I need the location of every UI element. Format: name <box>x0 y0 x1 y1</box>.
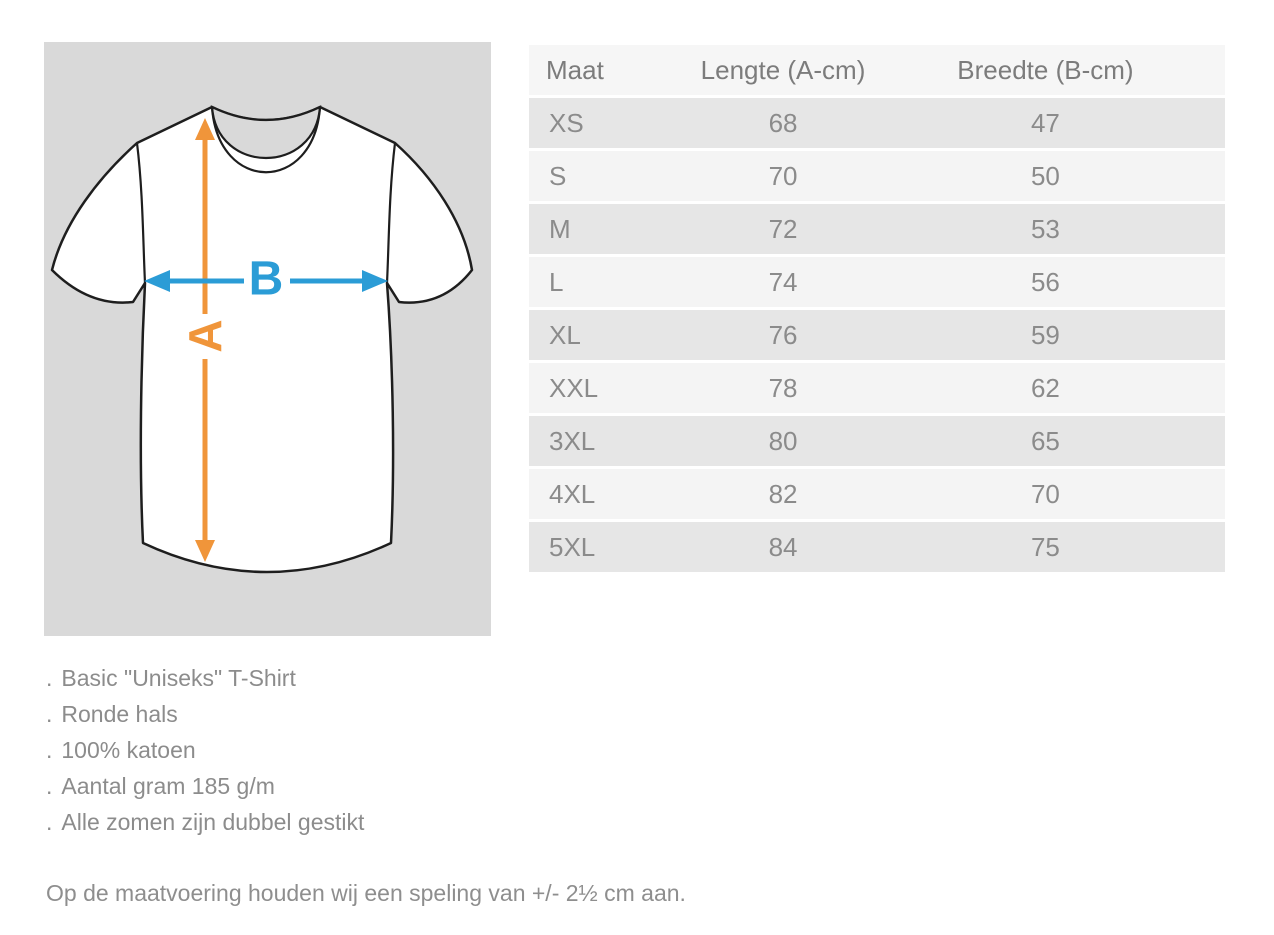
feature-text: 100% katoen <box>61 737 196 763</box>
feature-text: Aantal gram 185 g/m <box>61 773 275 799</box>
length-cell: 74 <box>661 255 905 309</box>
size-cell: XXL <box>529 361 662 415</box>
label-b: B <box>249 253 284 306</box>
length-cell: 72 <box>661 202 905 256</box>
width-arrow-b: B <box>144 253 388 306</box>
tshirt-diagram-panel: A B <box>44 42 491 636</box>
feature-list: . Basic "Uniseks" T-Shirt . Ronde hals .… <box>46 660 364 840</box>
length-arrow-a: A <box>179 118 231 562</box>
list-item: . Basic "Uniseks" T-Shirt <box>46 660 364 696</box>
feature-text: Basic "Uniseks" T-Shirt <box>61 665 296 691</box>
column-header-maat: Maat <box>529 45 662 97</box>
size-table: Maat Lengte (A-cm) Breedte (B-cm) XS 68 … <box>529 45 1225 572</box>
bullet-marker: . <box>46 737 53 763</box>
width-cell: 65 <box>904 414 1225 468</box>
feature-text: Ronde hals <box>61 701 178 727</box>
table-row: 5XL 84 75 <box>529 520 1225 572</box>
width-cell: 70 <box>904 467 1225 521</box>
bullet-marker: . <box>46 773 53 799</box>
label-a: A <box>179 319 231 352</box>
table-row: XL 76 59 <box>529 308 1225 362</box>
width-cell: 47 <box>904 96 1225 150</box>
table-header-row: Maat Lengte (A-cm) Breedte (B-cm) <box>529 45 1225 97</box>
neck-hole <box>210 105 322 160</box>
column-header-breedte: Breedte (B-cm) <box>904 45 1225 97</box>
bullet-marker: . <box>46 701 53 727</box>
column-header-lengte: Lengte (A-cm) <box>661 45 905 97</box>
list-item: . Alle zomen zijn dubbel gestikt <box>46 804 364 840</box>
width-cell: 56 <box>904 255 1225 309</box>
size-cell: XL <box>529 308 662 362</box>
length-cell: 78 <box>661 361 905 415</box>
size-cell: M <box>529 202 662 256</box>
size-cell: 3XL <box>529 414 662 468</box>
list-item: . 100% katoen <box>46 732 364 768</box>
table-row: 4XL 82 70 <box>529 467 1225 521</box>
collar-band-line <box>210 106 322 174</box>
width-cell: 53 <box>904 202 1225 256</box>
length-cell: 68 <box>661 96 905 150</box>
size-cell: XS <box>529 96 662 150</box>
size-cell: S <box>529 149 662 203</box>
length-cell: 82 <box>661 467 905 521</box>
length-cell: 84 <box>661 520 905 572</box>
length-cell: 80 <box>661 414 905 468</box>
table-row: S 70 50 <box>529 149 1225 203</box>
size-cell: 5XL <box>529 520 662 572</box>
tshirt-outline <box>50 105 474 574</box>
left-sleeve-seam <box>135 142 147 284</box>
width-cell: 75 <box>904 520 1225 572</box>
list-item: . Ronde hals <box>46 696 364 732</box>
table-row: L 74 56 <box>529 255 1225 309</box>
bullet-marker: . <box>46 809 53 835</box>
width-cell: 62 <box>904 361 1225 415</box>
table-row: 3XL 80 65 <box>529 414 1225 468</box>
table-row: M 72 53 <box>529 202 1225 256</box>
list-item: . Aantal gram 185 g/m <box>46 768 364 804</box>
size-cell: 4XL <box>529 467 662 521</box>
feature-text: Alle zomen zijn dubbel gestikt <box>61 809 365 835</box>
length-cell: 70 <box>661 149 905 203</box>
tshirt-diagram: A B <box>50 105 474 574</box>
tolerance-note: Op de maatvoering houden wij een speling… <box>46 880 686 906</box>
bullet-marker: . <box>46 665 53 691</box>
table-row: XXL 78 62 <box>529 361 1225 415</box>
width-cell: 59 <box>904 308 1225 362</box>
width-cell: 50 <box>904 149 1225 203</box>
right-sleeve-seam <box>385 142 397 284</box>
length-cell: 76 <box>661 308 905 362</box>
table-row: XS 68 47 <box>529 96 1225 150</box>
size-cell: L <box>529 255 662 309</box>
